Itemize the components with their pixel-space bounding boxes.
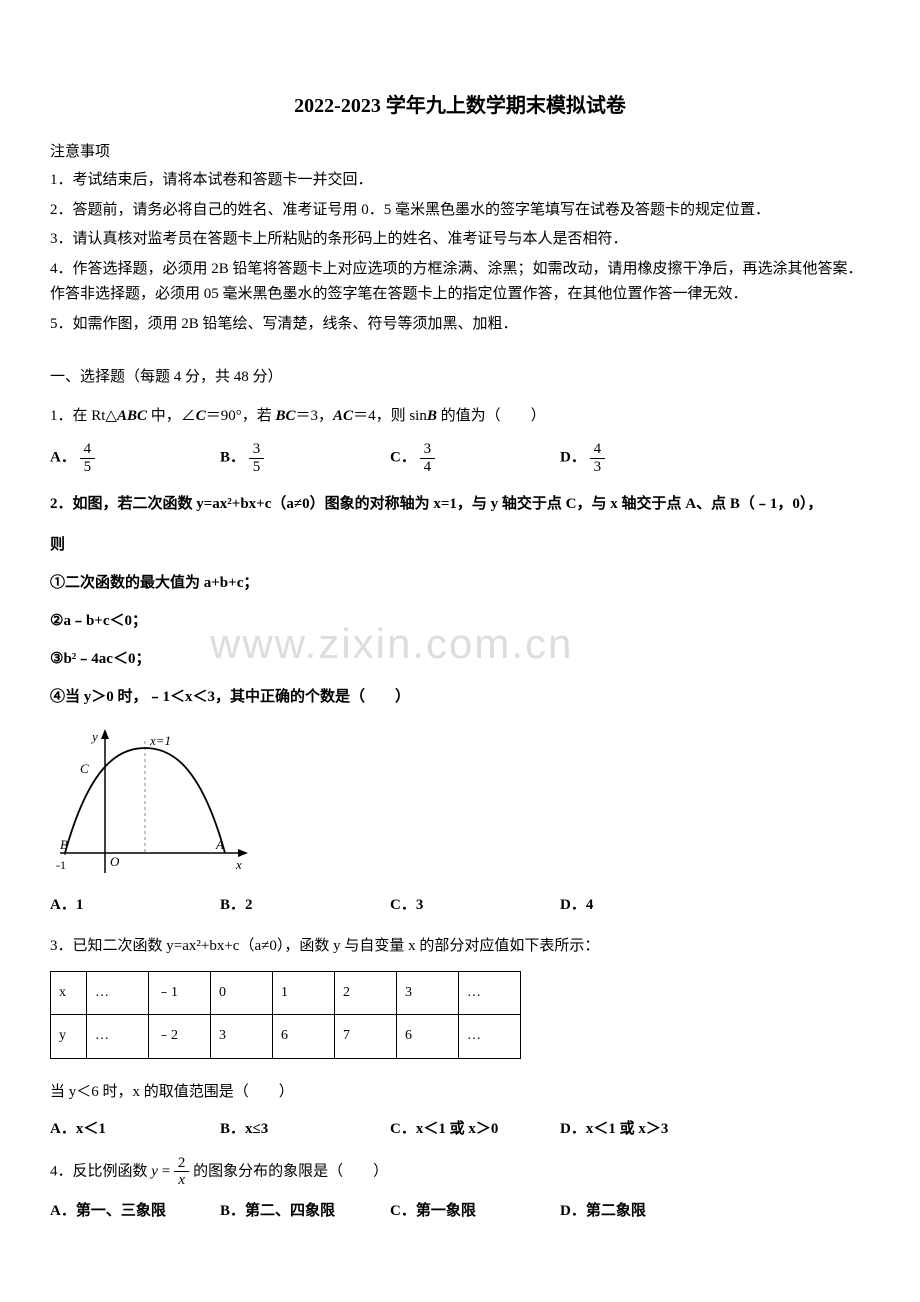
q1-mid2: ＝90°，若	[206, 408, 276, 424]
td: 1	[273, 972, 335, 1015]
th-x: x	[51, 972, 87, 1015]
td: 6	[397, 1015, 459, 1058]
frac-den: 5	[249, 459, 265, 476]
frac-num: 3	[420, 441, 436, 459]
td: …	[459, 972, 521, 1015]
notice-item: 2．答题前，请务必将自己的姓名、准考证号用 0．5 毫米黑色墨水的签字笔填写在试…	[50, 198, 870, 224]
q4-opt-b: B．第二、四象限	[220, 1199, 390, 1223]
svg-text:A: A	[215, 837, 224, 852]
opt-label: D．	[560, 449, 586, 465]
notice-item: 1．考试结束后，请将本试卷和答题卡一并交回．	[50, 168, 870, 194]
q2-s3: ③b²﹣4ac＜0；	[50, 647, 870, 671]
section-header: 一、选择题（每题 4 分，共 48 分）	[50, 365, 870, 389]
q4-pre: 4．反比例函数	[50, 1163, 151, 1179]
page-content: 2022-2023 学年九上数学期末模拟试卷 注意事项 1．考试结束后，请将本试…	[50, 90, 870, 1223]
svg-text:y: y	[90, 729, 98, 744]
td: …	[87, 1015, 149, 1058]
q1-opt-a: A． 45	[50, 441, 220, 475]
notice-item: 4．作答选择题，必须用 2B 铅笔将答题卡上对应选项的方框涂满、涂黑；如需改动，…	[50, 257, 870, 308]
td: 3	[211, 1015, 273, 1058]
q2-graph: y x=1 C B O A x -1	[50, 723, 250, 883]
q1-abc: ABC	[117, 408, 147, 424]
td: 2	[335, 972, 397, 1015]
q4-post: 的图象分布的象限是（ ）	[189, 1163, 388, 1179]
td: …	[459, 1015, 521, 1058]
svg-text:x: x	[235, 857, 242, 872]
svg-text:B: B	[60, 837, 68, 852]
frac-num: 4	[590, 441, 606, 459]
q1-c: C	[196, 408, 206, 424]
q3-opt-c: C．x＜1 或 x＞0	[390, 1117, 560, 1141]
q1-mid4: ＝4，则 sin	[353, 408, 427, 424]
td: 7	[335, 1015, 397, 1058]
svg-text:x=1: x=1	[149, 733, 171, 748]
q1-opt-d: D． 43	[560, 441, 730, 475]
frac-den: x	[174, 1172, 190, 1189]
question-3: 3．已知二次函数 y=ax²+bx+c（a≠0），函数 y 与自变量 x 的部分…	[50, 931, 870, 961]
notice-header: 注意事项	[50, 140, 870, 164]
q1-opt-c: C． 34	[390, 441, 560, 475]
frac-den: 5	[80, 459, 96, 476]
q4-eq: =	[158, 1163, 174, 1179]
notice-item: 5．如需作图，须用 2B 铅笔绘、写清楚，线条、符号等须加黑、加粗．	[50, 312, 870, 338]
q1-bc: BC	[276, 408, 296, 424]
opt-label: B．	[220, 449, 245, 465]
q3-sub: 当 y＜6 时，x 的取值范围是（ ）	[50, 1077, 870, 1107]
svg-text:O: O	[110, 854, 120, 869]
q3-opt-b: B．x≤3	[220, 1117, 390, 1141]
frac-num: 3	[249, 441, 265, 459]
td: 3	[397, 972, 459, 1015]
q3-opt-d: D．x＜1 或 x＞3	[560, 1117, 730, 1141]
table-row: y … ﹣2 3 6 7 6 …	[51, 1015, 521, 1058]
q2-opt-b: B．2	[220, 893, 390, 917]
frac-den: 3	[590, 459, 606, 476]
q2-s2: ②a﹣b+c＜0；	[50, 609, 870, 633]
q1-b: B	[427, 408, 437, 424]
notice-item: 3．请认真核对监考员在答题卡上所粘贴的条形码上的姓名、准考证号与本人是否相符．	[50, 227, 870, 253]
q4-y: y	[151, 1163, 158, 1179]
q1-text: 1．在 Rt△	[50, 408, 117, 424]
question-4: 4．反比例函数 y = 2x 的图象分布的象限是（ ）	[50, 1155, 870, 1189]
question-2-line1: 2．如图，若二次函数 y=ax²+bx+c（a≠0）图象的对称轴为 x=1，与 …	[50, 489, 870, 519]
q2-opt-d: D．4	[560, 893, 730, 917]
q1-end: 的值为（ ）	[437, 408, 546, 424]
q1-opt-b: B． 35	[220, 441, 390, 475]
frac-num: 4	[80, 441, 96, 459]
th-y: y	[51, 1015, 87, 1058]
q4-opt-a: A．第一、三象限	[50, 1199, 220, 1223]
page-title: 2022-2023 学年九上数学期末模拟试卷	[50, 90, 870, 122]
question-1: 1．在 Rt△ABC 中，∠C＝90°，若 BC＝3，AC＝4，则 sinB 的…	[50, 401, 870, 431]
opt-label: A．	[50, 449, 76, 465]
q2-options: A．1 B．2 C．3 D．4	[50, 893, 870, 917]
q1-mid3: ＝3，	[296, 408, 334, 424]
q4-options: A．第一、三象限 B．第二、四象限 C．第一象限 D．第二象限	[50, 1199, 870, 1223]
svg-text:C: C	[80, 761, 89, 776]
q3-opt-a: A．x＜1	[50, 1117, 220, 1141]
td: ﹣2	[149, 1015, 211, 1058]
q2-s4: ④当 y＞0 时，﹣1＜x＜3，其中正确的个数是（ ）	[50, 685, 870, 709]
td: 0	[211, 972, 273, 1015]
q2-s1: ①二次函数的最大值为 a+b+c；	[50, 571, 870, 595]
q3-options: A．x＜1 B．x≤3 C．x＜1 或 x＞0 D．x＜1 或 x＞3	[50, 1117, 870, 1141]
question-2-line2: 则	[50, 533, 870, 557]
q2-opt-a: A．1	[50, 893, 220, 917]
table-row: x … ﹣1 0 1 2 3 …	[51, 972, 521, 1015]
q1-mid1: 中，∠	[147, 408, 196, 424]
q2-opt-c: C．3	[390, 893, 560, 917]
q1-ac: AC	[333, 408, 353, 424]
frac-num: 2	[174, 1155, 190, 1173]
frac-den: 4	[420, 459, 436, 476]
q1-options: A． 45 B． 35 C． 34 D． 43	[50, 441, 870, 475]
svg-text:-1: -1	[56, 858, 66, 872]
q4-opt-d: D．第二象限	[560, 1199, 730, 1223]
q4-opt-c: C．第一象限	[390, 1199, 560, 1223]
td: ﹣1	[149, 972, 211, 1015]
q3-table: x … ﹣1 0 1 2 3 … y … ﹣2 3 6 7 6 …	[50, 971, 521, 1059]
td: 6	[273, 1015, 335, 1058]
td: …	[87, 972, 149, 1015]
opt-label: C．	[390, 449, 416, 465]
